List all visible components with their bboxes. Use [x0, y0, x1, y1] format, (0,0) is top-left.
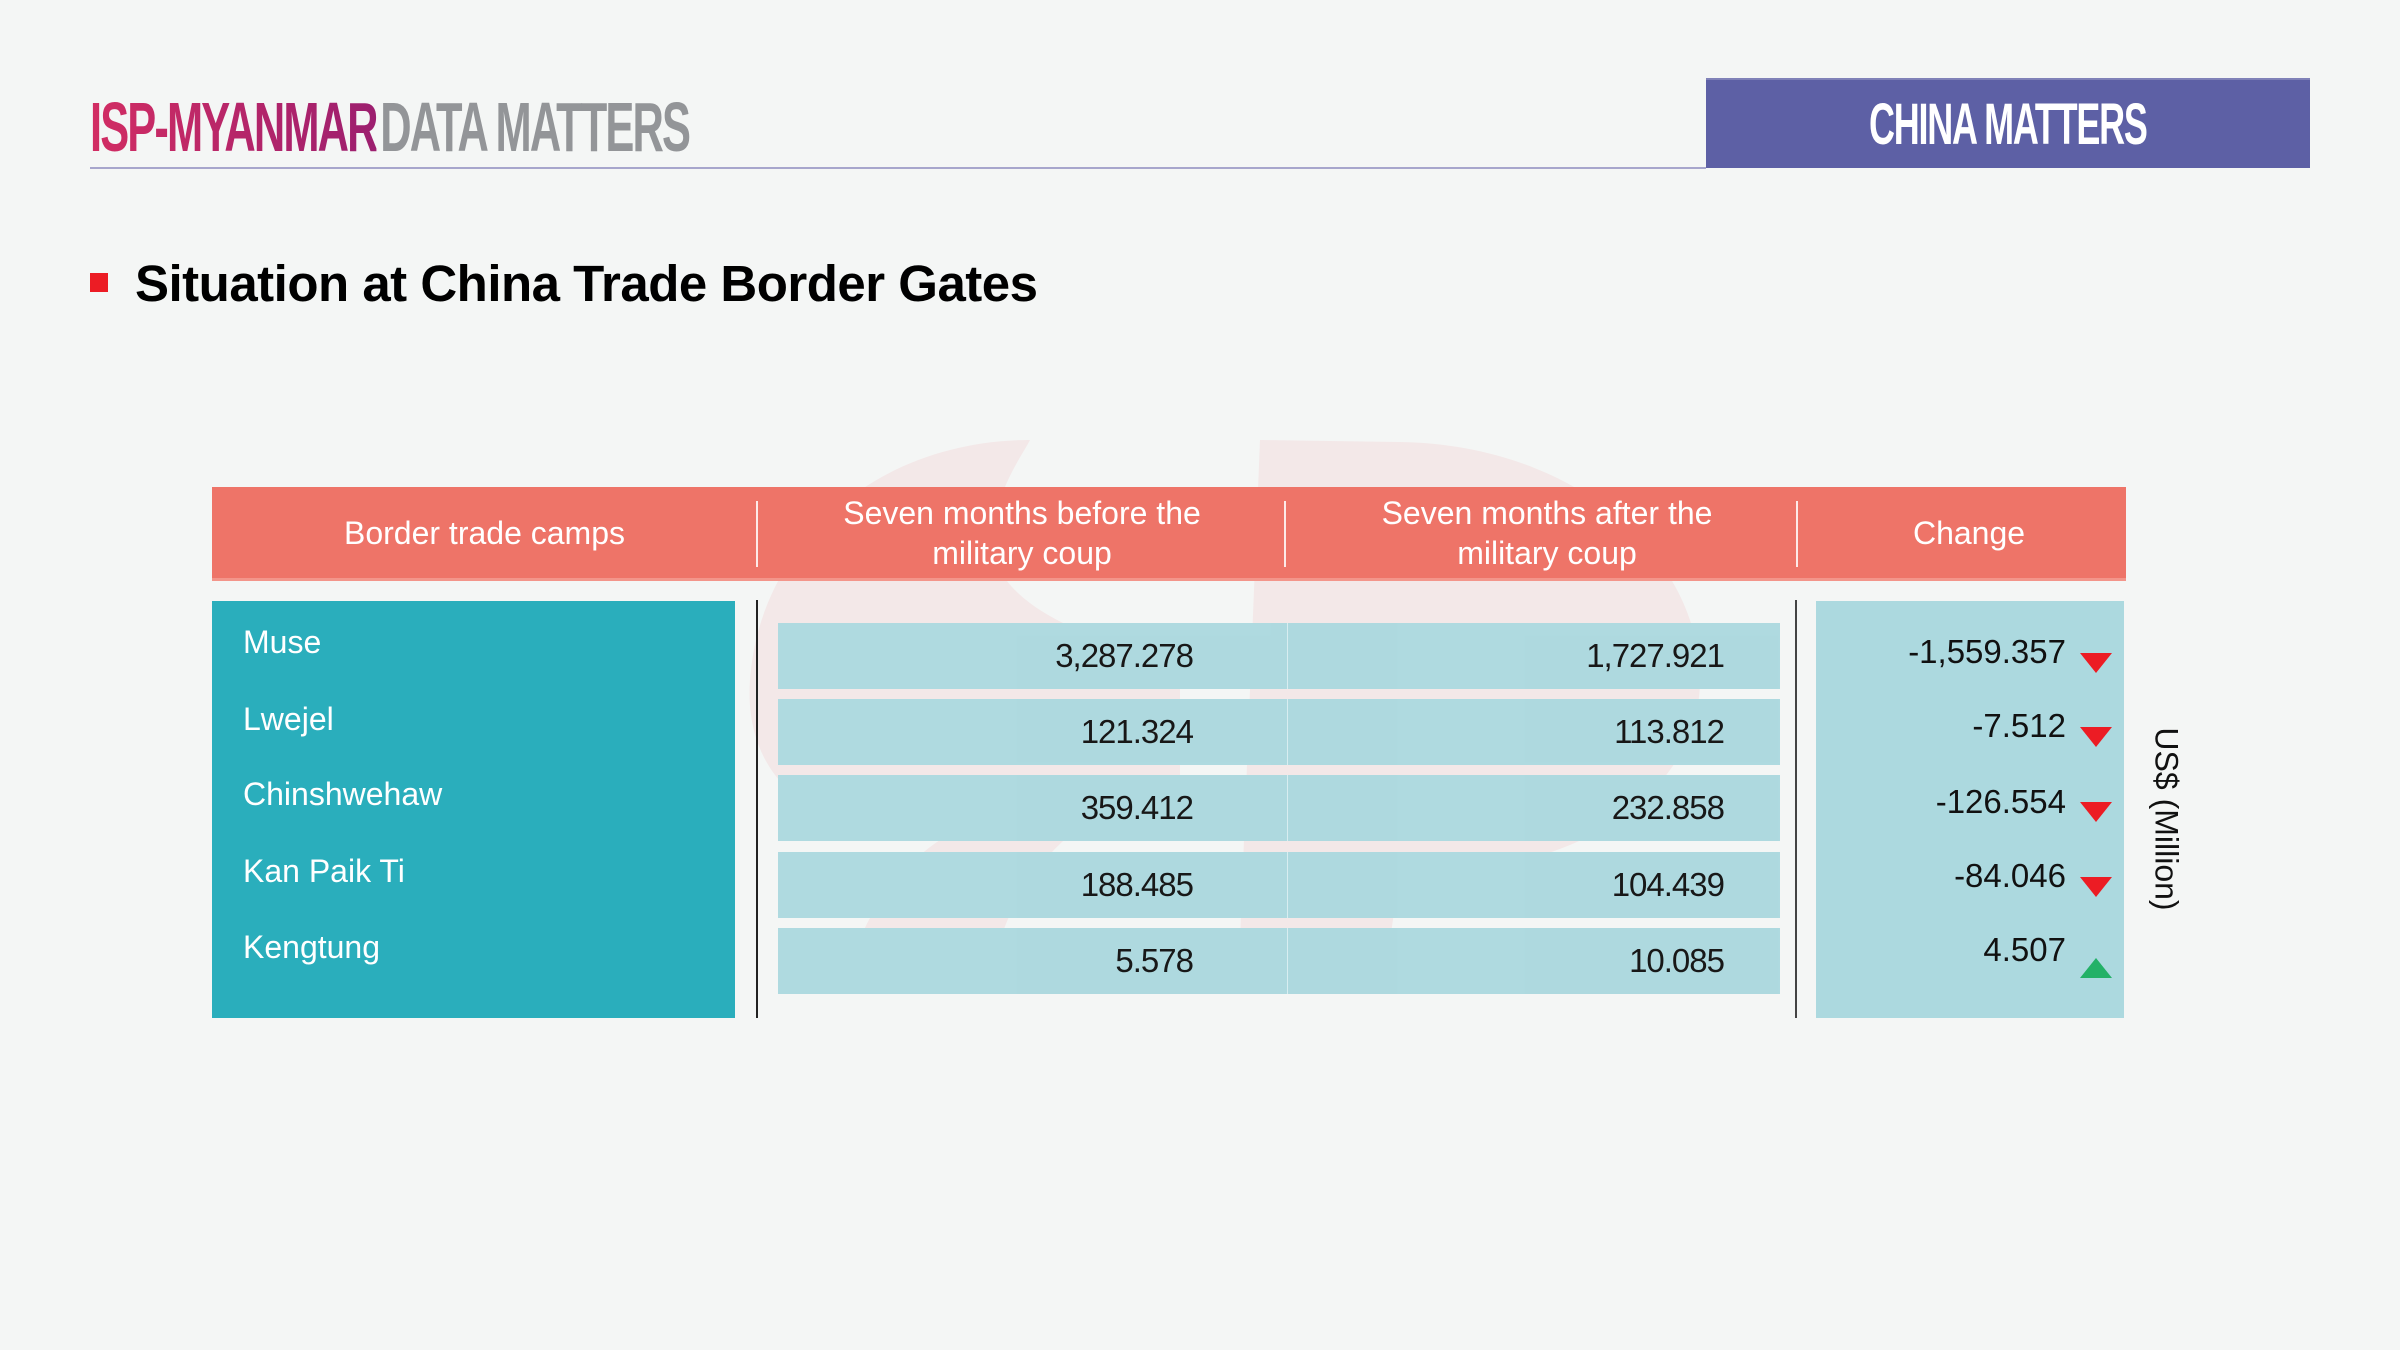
column-header-camps: Border trade camps	[343, 514, 625, 551]
series-label: CHINA MATTERS	[1869, 91, 2148, 157]
logo-suffix: DATA MATTERS	[380, 88, 691, 166]
arrow-down-icon	[2080, 727, 2112, 747]
change-value: -7.512	[1972, 707, 2066, 744]
value-before: 5.578	[1115, 942, 1194, 979]
value-before: 359.412	[1080, 789, 1194, 826]
table-row: 3,287.278 1,727.921	[778, 623, 1780, 689]
value-before: 188.485	[1080, 866, 1194, 903]
header-divider	[1796, 501, 1798, 567]
header-rule	[90, 167, 1706, 169]
camp-name: Kengtung	[243, 929, 381, 965]
logo: ISP-MYANMAR DATA MATTERS	[90, 88, 691, 166]
camp-name: Lwejel	[243, 701, 334, 737]
table-header: Border trade camps Seven months before t…	[212, 487, 2126, 581]
column-divider	[756, 600, 758, 1018]
change-value: -126.554	[1935, 783, 2066, 820]
cell-divider	[1287, 699, 1288, 765]
series-badge: CHINA MATTERS	[1706, 78, 2310, 168]
table-row: 5.578 10.085	[778, 928, 1780, 994]
change-column: -1,559.357 -7.512 -126.554 -84.046 4.507	[1816, 601, 2124, 1018]
arrow-down-icon	[2080, 802, 2112, 822]
value-after: 1,727.921	[1586, 637, 1725, 674]
camp-names-column: Muse Lwejel Chinshwehaw Kan Paik Ti Keng…	[212, 601, 735, 1018]
value-before: 3,287.278	[1055, 637, 1194, 674]
arrow-up-icon	[2080, 958, 2112, 978]
cell-divider	[1287, 852, 1288, 918]
table-row: 121.324 113.812	[778, 699, 1780, 765]
logo-brand: ISP-MYANMAR	[90, 88, 378, 166]
change-value: -84.046	[1954, 857, 2066, 894]
change-value: -1,559.357	[1908, 633, 2066, 670]
column-divider	[1795, 600, 1797, 1018]
column-header-before: Seven months before the military coup	[843, 494, 1201, 571]
page-title: Situation at China Trade Border Gates	[135, 255, 1038, 312]
value-before: 121.324	[1080, 713, 1194, 750]
cell-divider	[1287, 928, 1288, 994]
table-row: 188.485 104.439	[778, 852, 1780, 918]
cell-divider	[1287, 623, 1288, 689]
value-after: 104.439	[1611, 866, 1725, 903]
header-divider	[1284, 501, 1286, 567]
header-divider	[756, 501, 758, 567]
column-header-change: Change	[1912, 514, 2026, 551]
value-after: 10.085	[1629, 942, 1725, 979]
unit-label: US$ (Million)	[2148, 727, 2185, 911]
arrow-down-icon	[2080, 877, 2112, 897]
arrow-down-icon	[2080, 653, 2112, 673]
cell-divider	[1287, 775, 1288, 841]
camp-name: Kan Paik Ti	[243, 853, 405, 889]
title-bullet-icon	[90, 273, 108, 292]
value-after: 232.858	[1611, 789, 1725, 826]
camp-name: Muse	[243, 624, 322, 660]
change-value: 4.507	[1983, 931, 2066, 968]
column-header-after: Seven months after the military coup	[1381, 494, 1713, 571]
table-row: 359.412 232.858	[778, 775, 1780, 841]
value-after: 113.812	[1614, 713, 1725, 750]
camp-name: Chinshwehaw	[243, 776, 443, 812]
